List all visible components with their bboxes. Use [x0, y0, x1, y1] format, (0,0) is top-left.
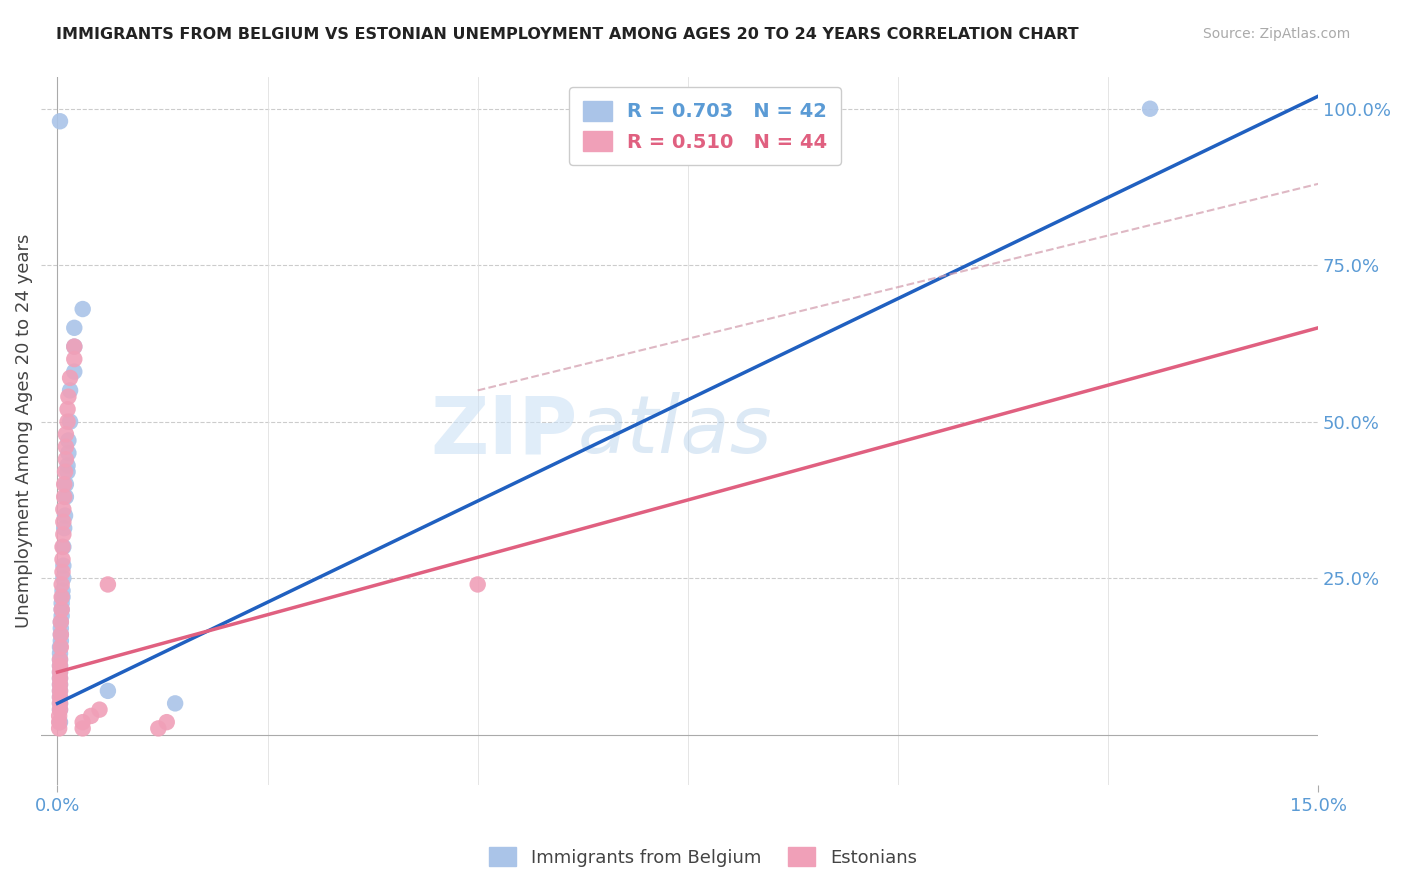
- Point: [52, 502, 75, 516]
- Point: [56, 458, 79, 473]
- Point: [80, 709, 103, 723]
- Point: [53, 508, 76, 523]
- Point: [55, 427, 77, 442]
- Point: [49, 665, 72, 679]
- Point: [59, 415, 82, 429]
- Point: [55, 490, 77, 504]
- Point: [49, 652, 72, 666]
- Point: [52, 527, 75, 541]
- Point: [51, 583, 73, 598]
- Point: [165, 697, 187, 711]
- Point: [49, 646, 72, 660]
- Point: [49, 697, 72, 711]
- Point: [63, 340, 86, 354]
- Point: [53, 490, 76, 504]
- Point: [49, 640, 72, 654]
- Point: [49, 684, 72, 698]
- Point: [63, 340, 86, 354]
- Point: [48, 709, 70, 723]
- Text: IMMIGRANTS FROM BELGIUM VS ESTONIAN UNEMPLOYMENT AMONG AGES 20 TO 24 YEARS CORRE: IMMIGRANTS FROM BELGIUM VS ESTONIAN UNEM…: [56, 27, 1078, 42]
- Text: ZIP: ZIP: [430, 392, 578, 470]
- Point: [52, 571, 75, 585]
- Point: [72, 301, 94, 316]
- Point: [97, 577, 120, 591]
- Point: [58, 390, 80, 404]
- Point: [1139, 102, 1161, 116]
- Point: [49, 703, 72, 717]
- Point: [59, 384, 82, 398]
- Point: [49, 627, 72, 641]
- Point: [89, 703, 111, 717]
- Point: [49, 697, 72, 711]
- Point: [49, 665, 72, 679]
- Point: [49, 640, 72, 654]
- Point: [72, 722, 94, 736]
- Point: [49, 652, 72, 666]
- Point: [55, 452, 77, 467]
- Point: [97, 684, 120, 698]
- Point: [49, 658, 72, 673]
- Point: [56, 415, 79, 429]
- Point: [49, 715, 72, 730]
- Point: [156, 715, 179, 730]
- Point: [49, 627, 72, 641]
- Point: [52, 540, 75, 554]
- Point: [49, 684, 72, 698]
- Point: [51, 590, 73, 604]
- Point: [49, 690, 72, 705]
- Point: [49, 633, 72, 648]
- Point: [51, 590, 73, 604]
- Point: [55, 477, 77, 491]
- Legend: R = 0.703   N = 42, R = 0.510   N = 44: R = 0.703 N = 42, R = 0.510 N = 44: [569, 87, 841, 165]
- Point: [48, 715, 70, 730]
- Point: [49, 703, 72, 717]
- Point: [58, 446, 80, 460]
- Point: [53, 521, 76, 535]
- Point: [51, 540, 73, 554]
- Point: [63, 365, 86, 379]
- Point: [48, 722, 70, 736]
- Text: Source: ZipAtlas.com: Source: ZipAtlas.com: [1202, 27, 1350, 41]
- Point: [56, 402, 79, 417]
- Point: [51, 552, 73, 566]
- Text: atlas: atlas: [578, 392, 772, 470]
- Point: [148, 722, 170, 736]
- Y-axis label: Unemployment Among Ages 20 to 24 years: Unemployment Among Ages 20 to 24 years: [15, 234, 32, 628]
- Point: [72, 715, 94, 730]
- Point: [52, 558, 75, 573]
- Point: [51, 565, 73, 579]
- Point: [51, 596, 73, 610]
- Point: [49, 615, 72, 629]
- Point: [49, 677, 72, 691]
- Point: [49, 658, 72, 673]
- Point: [52, 515, 75, 529]
- Point: [51, 608, 73, 623]
- Point: [51, 602, 73, 616]
- Point: [51, 602, 73, 616]
- Point: [63, 352, 86, 367]
- Point: [55, 440, 77, 454]
- Point: [59, 371, 82, 385]
- Point: [467, 577, 489, 591]
- Point: [51, 577, 73, 591]
- Point: [49, 671, 72, 685]
- Point: [49, 677, 72, 691]
- Point: [49, 114, 72, 128]
- Legend: Immigrants from Belgium, Estonians: Immigrants from Belgium, Estonians: [482, 840, 924, 874]
- Point: [63, 321, 86, 335]
- Point: [53, 477, 76, 491]
- Point: [58, 434, 80, 448]
- Point: [49, 615, 72, 629]
- Point: [49, 671, 72, 685]
- Point: [53, 465, 76, 479]
- Point: [56, 465, 79, 479]
- Point: [49, 690, 72, 705]
- Point: [49, 621, 72, 635]
